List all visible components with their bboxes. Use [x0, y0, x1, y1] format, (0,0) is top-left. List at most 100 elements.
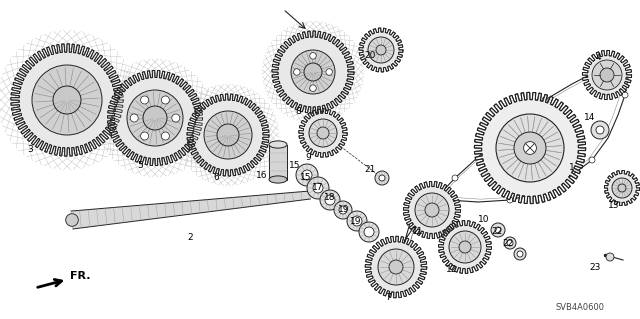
Text: 22: 22	[502, 240, 514, 249]
Circle shape	[326, 69, 332, 75]
Circle shape	[294, 69, 300, 75]
Circle shape	[415, 192, 421, 198]
Circle shape	[313, 183, 323, 193]
Circle shape	[415, 193, 449, 227]
Circle shape	[596, 126, 604, 134]
Text: 10: 10	[478, 216, 490, 225]
Circle shape	[589, 157, 595, 163]
Circle shape	[291, 50, 335, 94]
Circle shape	[612, 62, 618, 68]
Text: 4: 4	[595, 53, 601, 62]
Text: 5: 5	[137, 160, 143, 169]
Circle shape	[302, 170, 312, 180]
Circle shape	[491, 223, 505, 237]
Circle shape	[359, 222, 379, 242]
Circle shape	[347, 211, 367, 231]
Circle shape	[524, 142, 536, 154]
Circle shape	[310, 53, 316, 59]
Text: 21: 21	[364, 166, 376, 174]
Circle shape	[172, 114, 180, 122]
Polygon shape	[299, 109, 347, 157]
Circle shape	[459, 241, 471, 253]
Polygon shape	[108, 70, 202, 166]
Text: 1: 1	[569, 164, 575, 173]
Circle shape	[130, 114, 138, 122]
Circle shape	[304, 63, 322, 81]
Circle shape	[368, 37, 394, 63]
Text: 16: 16	[256, 170, 268, 180]
Polygon shape	[71, 191, 310, 229]
Circle shape	[141, 132, 148, 140]
Polygon shape	[187, 94, 269, 176]
Text: 19: 19	[339, 205, 349, 214]
Circle shape	[449, 231, 481, 263]
Circle shape	[161, 132, 170, 140]
Circle shape	[517, 251, 523, 257]
Circle shape	[395, 262, 401, 268]
Circle shape	[452, 175, 458, 181]
Polygon shape	[272, 31, 354, 113]
Circle shape	[127, 90, 183, 146]
Circle shape	[320, 190, 340, 210]
Polygon shape	[474, 93, 586, 204]
Circle shape	[317, 127, 329, 139]
Text: 15: 15	[289, 160, 301, 169]
Circle shape	[591, 121, 609, 139]
Circle shape	[307, 177, 329, 199]
Text: 17: 17	[312, 183, 324, 192]
Circle shape	[66, 214, 78, 226]
Circle shape	[618, 184, 626, 192]
Circle shape	[495, 227, 501, 233]
Circle shape	[389, 260, 403, 274]
Circle shape	[190, 97, 266, 173]
Text: 22: 22	[492, 227, 502, 236]
Ellipse shape	[269, 141, 287, 148]
Circle shape	[592, 60, 622, 90]
Text: 13: 13	[608, 201, 620, 210]
Circle shape	[32, 65, 102, 135]
Text: 14: 14	[584, 114, 596, 122]
Polygon shape	[438, 221, 492, 273]
Text: 12: 12	[446, 265, 458, 275]
Text: 20: 20	[364, 50, 376, 60]
Circle shape	[542, 97, 548, 103]
Circle shape	[496, 114, 564, 182]
Polygon shape	[403, 182, 461, 239]
Text: 15: 15	[300, 174, 312, 182]
Polygon shape	[365, 236, 427, 298]
Text: 7: 7	[385, 293, 391, 302]
Circle shape	[325, 195, 335, 205]
Circle shape	[600, 68, 614, 82]
Polygon shape	[11, 44, 123, 156]
Circle shape	[141, 96, 148, 104]
Circle shape	[334, 201, 352, 219]
Polygon shape	[359, 28, 403, 72]
Text: 18: 18	[324, 194, 336, 203]
Circle shape	[364, 227, 374, 237]
Text: 23: 23	[589, 263, 601, 271]
Circle shape	[111, 74, 199, 162]
Circle shape	[275, 34, 351, 110]
Circle shape	[217, 124, 239, 146]
Circle shape	[53, 86, 81, 114]
Circle shape	[504, 237, 516, 249]
Text: 6: 6	[213, 174, 219, 182]
Circle shape	[507, 240, 513, 246]
Circle shape	[425, 203, 439, 217]
Ellipse shape	[269, 176, 287, 183]
Text: SVB4A0600: SVB4A0600	[555, 303, 604, 313]
Circle shape	[339, 206, 347, 214]
Circle shape	[204, 111, 252, 159]
Polygon shape	[582, 50, 632, 100]
Circle shape	[376, 45, 386, 55]
Text: 11: 11	[412, 227, 424, 236]
Circle shape	[375, 171, 389, 185]
Circle shape	[514, 248, 526, 260]
Text: 8: 8	[295, 108, 301, 116]
Text: 3: 3	[27, 145, 33, 154]
Circle shape	[15, 48, 119, 152]
Circle shape	[378, 249, 414, 285]
Text: 2: 2	[187, 233, 193, 241]
Circle shape	[622, 92, 628, 98]
Bar	[269, 145, 287, 180]
